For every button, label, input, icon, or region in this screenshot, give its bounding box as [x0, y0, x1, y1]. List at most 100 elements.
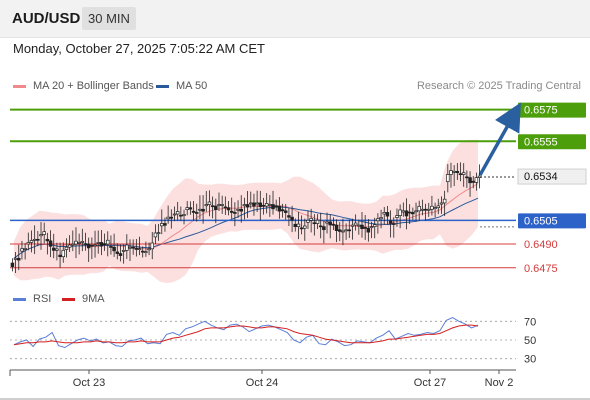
ma20-label: MA 20 + Bollinger Bands — [33, 80, 154, 92]
candle-body — [83, 243, 88, 246]
candle-body — [369, 226, 374, 229]
rsi-9ma-line — [13, 324, 479, 346]
candle-body — [357, 224, 361, 227]
candle-body — [458, 173, 463, 176]
candle-body — [366, 227, 371, 233]
candle-body — [245, 204, 250, 208]
rsi-tick-50: 50 — [524, 335, 536, 347]
time-label-1: Oct 24 — [246, 377, 278, 389]
candle-body — [442, 198, 447, 204]
candle-body — [194, 212, 199, 214]
rsi-legend-label: RSI — [33, 293, 52, 305]
candle-body — [26, 242, 31, 245]
candle-body — [93, 244, 97, 247]
ma9-legend-label: 9MA — [82, 293, 105, 305]
candle-body — [474, 177, 479, 183]
current-price-label: 0.6534 — [524, 171, 558, 183]
candle-body — [334, 224, 339, 232]
candle-body — [182, 214, 186, 216]
candle-body — [350, 224, 355, 227]
candle-body — [172, 213, 177, 216]
candle-body — [449, 170, 453, 175]
candle-body — [331, 223, 336, 226]
level-label-3: 0.6490 — [524, 239, 558, 251]
candle-body — [312, 222, 317, 225]
candle-body — [29, 240, 34, 243]
ma50-label: MA 50 — [176, 80, 208, 92]
candle-body — [233, 212, 237, 214]
candle-body — [258, 202, 263, 208]
time-axis: Oct 23 Oct 24 Oct 27 Nov 2 — [9, 369, 516, 389]
candle-body — [115, 251, 120, 254]
timestamp: Monday, October 27, 2025 7:05:22 AM CET — [13, 41, 265, 56]
candle-body — [214, 205, 218, 210]
candle-body — [328, 221, 332, 226]
rsi-panel: 70 50 30 — [10, 316, 536, 366]
candle-body — [226, 207, 231, 211]
candle-body — [112, 246, 116, 252]
candle-body — [147, 248, 151, 251]
candle-body — [398, 209, 402, 216]
candle-body — [315, 219, 320, 224]
candle-body — [86, 243, 91, 249]
candle-body — [283, 210, 288, 213]
candle-body — [411, 212, 415, 215]
candle-body — [338, 229, 342, 232]
candle-body — [417, 205, 421, 212]
candle-body — [392, 223, 396, 225]
candle-body — [325, 221, 329, 224]
candle-body — [430, 205, 434, 210]
candle-body — [210, 205, 215, 208]
price-levels: 0.6575 0.6555 0.6505 0.6490 0.6475 0.6534 — [10, 102, 587, 275]
candle-body — [109, 246, 113, 248]
legend-rsi: RSI — [13, 293, 51, 305]
candle-body — [388, 220, 393, 224]
candle-body — [106, 239, 110, 245]
candle-body — [32, 238, 37, 241]
candle-body — [74, 240, 78, 245]
level-tag-2 — [518, 213, 586, 229]
interval-badge[interactable]: 30 MIN — [82, 7, 136, 30]
candle-body — [153, 232, 158, 238]
candle-body — [353, 222, 358, 226]
rsi-swatch — [13, 297, 26, 301]
candle-body — [90, 244, 94, 247]
time-label-0: Oct 23 — [73, 377, 105, 389]
candle-body — [414, 210, 418, 213]
level-label-0: 0.6575 — [524, 105, 558, 117]
candle-body — [220, 204, 224, 206]
candle-body — [48, 240, 53, 247]
candle-body — [134, 248, 139, 250]
candle-body — [255, 202, 259, 205]
forecast-arrow — [478, 102, 521, 176]
candle-body — [191, 210, 196, 213]
current-price-tag — [517, 168, 587, 185]
level-tag-1 — [518, 134, 586, 150]
candle-body — [137, 248, 142, 251]
ma9-swatch — [62, 297, 75, 301]
ma50-swatch — [156, 84, 169, 88]
candle-body — [341, 230, 345, 233]
candle-body — [395, 215, 399, 218]
candle-body — [156, 232, 161, 235]
candle-body — [242, 204, 247, 207]
candle-body — [17, 257, 21, 261]
candle-body — [61, 249, 66, 258]
candle-body — [306, 219, 310, 223]
candle-body — [13, 257, 18, 260]
candle-body — [80, 240, 85, 243]
candle-body — [277, 205, 282, 212]
candle-body — [274, 205, 278, 208]
candle-body — [461, 172, 466, 175]
candle-body — [150, 242, 154, 250]
rsi-line — [13, 317, 479, 349]
bollinger-band — [14, 139, 478, 283]
candle-body — [477, 175, 482, 178]
candle-body — [452, 170, 456, 173]
level-tag-0 — [518, 102, 586, 118]
candle-body — [436, 205, 441, 209]
candle-body — [347, 229, 352, 232]
candle-body — [198, 208, 202, 211]
candle-body — [318, 225, 323, 228]
